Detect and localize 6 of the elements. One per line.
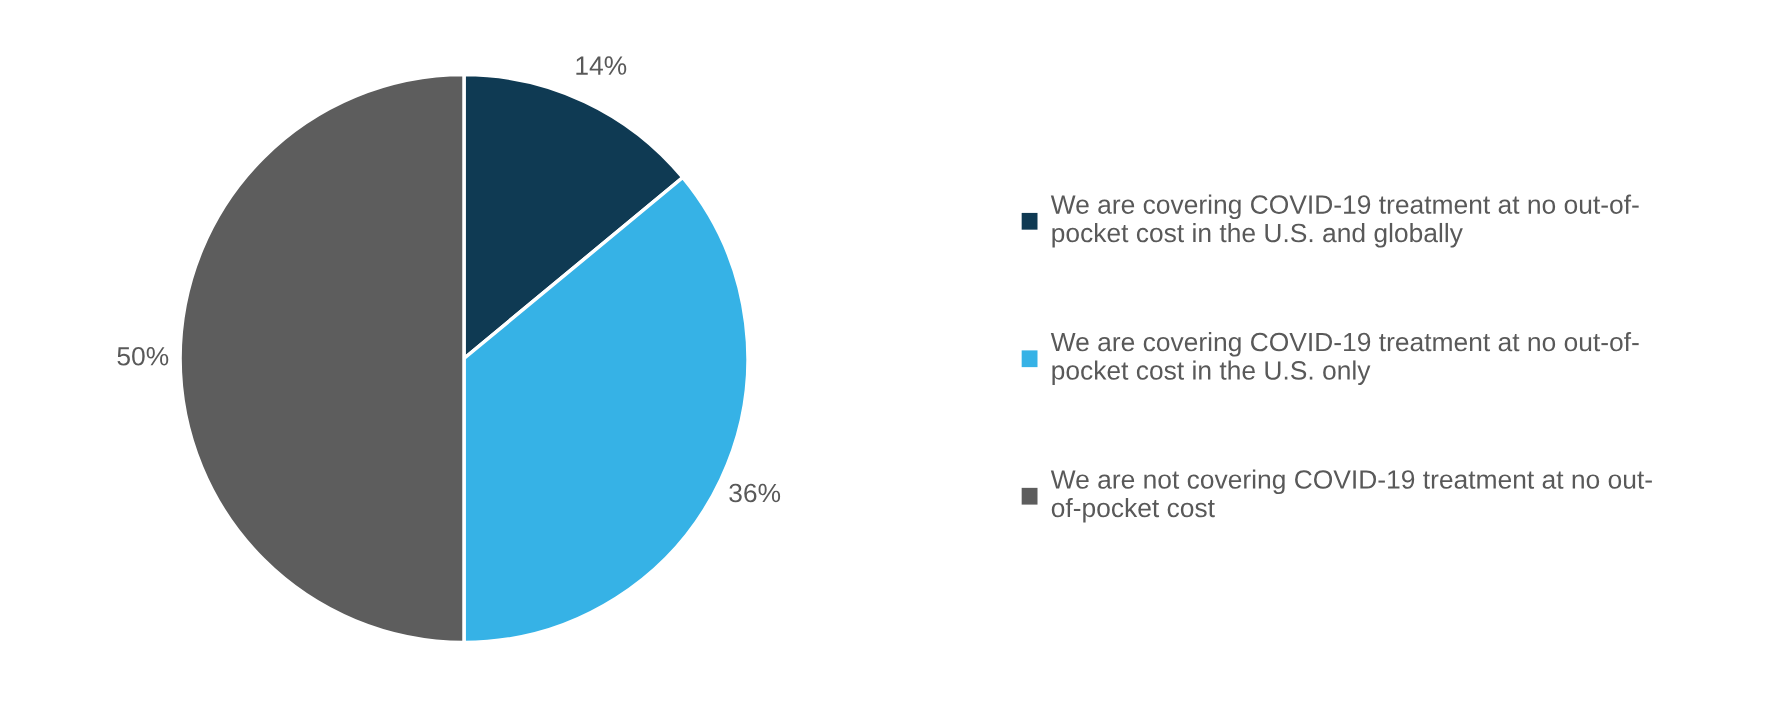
legend-label: We are covering COVID-19 treatment at no out-of- pocket cost in the U.S. only xyxy=(1050,331,1639,386)
data-label: 36% xyxy=(729,483,781,503)
legend-label: We are not covering COVID-19 treatment at no out- of-pocket cost xyxy=(1050,469,1652,523)
legend-label: We are covering COVID-19 treatment at no out-of- pocket cost in the U.S. and globally xyxy=(1050,194,1639,248)
data-label: 50% xyxy=(117,346,169,366)
data-label: 14% xyxy=(576,56,627,75)
